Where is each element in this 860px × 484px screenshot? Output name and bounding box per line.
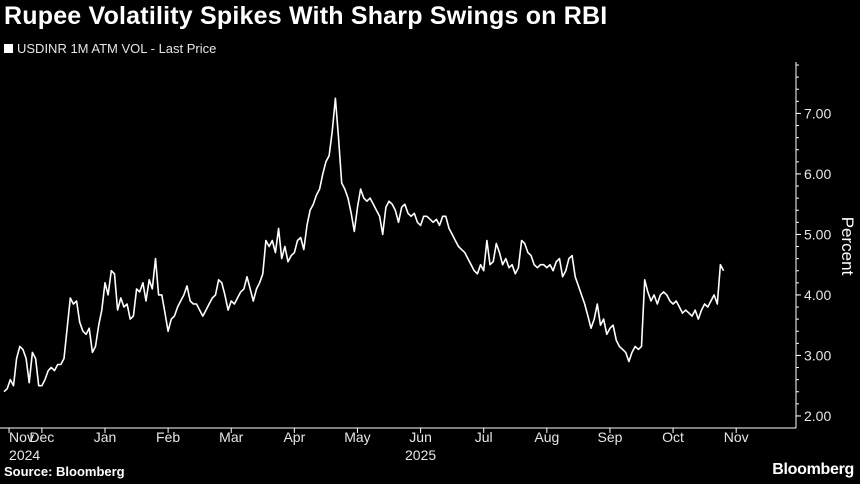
legend: USDINR 1M ATM VOL - Last Price <box>4 41 216 56</box>
y-tick-label: 4.00 <box>804 287 831 303</box>
y-tick-label: 7.00 <box>804 105 831 121</box>
x-tick-label: Sep <box>597 429 622 445</box>
chart-title: Rupee Volatility Spikes With Sharp Swing… <box>4 2 608 30</box>
source-note: Source: Bloomberg <box>4 464 125 479</box>
x-tick-label: Jan <box>94 429 117 445</box>
x-tick-label: May <box>344 429 370 445</box>
x-tick-label: Jun <box>409 429 432 445</box>
x-tick-sublabel: 2024 <box>9 447 40 463</box>
x-tick-label: Aug <box>534 429 559 445</box>
y-axis-ticks: 2.00 3.00 4.00 5.00 6.00 7.00 <box>796 64 831 424</box>
x-tick-label: Nov <box>9 429 34 445</box>
x-tick-label: Feb <box>156 429 180 445</box>
x-tick-label: Dec <box>29 429 54 445</box>
x-tick-label: Jul <box>475 429 493 445</box>
x-tick-label: Mar <box>219 429 243 445</box>
x-tick-label: Oct <box>662 429 684 445</box>
y-tick-label: 2.00 <box>804 408 831 424</box>
series-line <box>3 97 725 393</box>
legend-label: USDINR 1M ATM VOL - Last Price <box>17 41 217 56</box>
bloomberg-logo: Bloomberg <box>772 461 854 478</box>
y-axis-label: Percent <box>838 217 857 276</box>
series-layer <box>3 97 725 393</box>
x-axis-ticks: Nov 2024 Dec Jan Feb Mar Apr May Jun 2025 Jul Aug Se… <box>8 428 749 463</box>
legend-swatch <box>4 44 13 53</box>
x-tick-label: Nov <box>724 429 749 445</box>
y-tick-label: 5.00 <box>804 226 831 242</box>
y-tick-label: 6.00 <box>804 166 831 182</box>
axes <box>0 62 797 429</box>
x-tick-sublabel: 2025 <box>405 447 436 463</box>
x-tick-label: Apr <box>283 429 305 445</box>
y-tick-label: 3.00 <box>804 347 831 363</box>
